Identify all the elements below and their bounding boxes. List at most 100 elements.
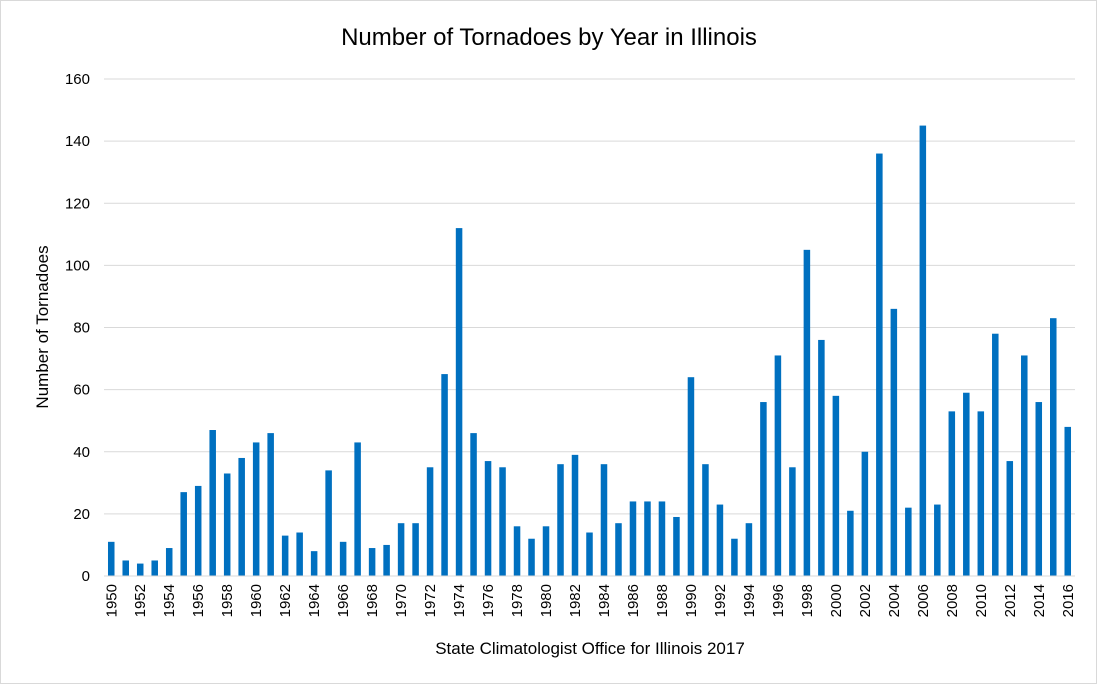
bar-1958 (223, 473, 231, 576)
bar-1994 (745, 523, 753, 576)
bar-2008 (948, 411, 956, 576)
bar-1954 (165, 548, 173, 576)
bar-1983 (586, 532, 593, 576)
bar-1959 (238, 457, 245, 576)
x-tick-label: 2010 (973, 584, 990, 617)
bar-2002 (861, 451, 869, 576)
bar-2007 (934, 504, 941, 576)
chart-title: Number of Tornadoes by Year in Illinois (341, 24, 757, 51)
x-tick-label: 1976 (480, 584, 497, 617)
bar-1980 (542, 526, 550, 576)
bar-1967 (354, 442, 361, 576)
x-tick-label: 2000 (828, 584, 845, 617)
bar-1964 (310, 551, 318, 576)
x-tick-label: 1950 (103, 584, 120, 617)
bar-1986 (629, 501, 637, 576)
y-tick-label: 100 (65, 257, 90, 274)
x-tick-label: 1970 (393, 584, 410, 617)
bar-1999 (818, 339, 825, 576)
x-tick-label: 1968 (364, 584, 381, 617)
bar-1968 (368, 548, 376, 576)
bar-2003 (876, 153, 883, 577)
y-axis-tick-labels: 0 20 40 60 80 100 120 140 160 (65, 71, 90, 585)
y-tick-label: 60 (73, 382, 90, 399)
bar-1963 (296, 532, 303, 576)
bar-2014 (1035, 402, 1043, 576)
bar-1970 (397, 523, 405, 576)
x-tick-label: 1986 (625, 584, 642, 617)
x-tick-label: 2014 (1031, 584, 1048, 617)
x-tick-label: 1984 (596, 584, 613, 617)
y-tick-label: 160 (65, 71, 90, 88)
bar-1998 (803, 249, 811, 576)
x-tick-label: 1992 (712, 584, 729, 617)
bar-1971 (412, 523, 419, 576)
x-tick-label: 1952 (132, 584, 149, 617)
bar-2001 (847, 510, 854, 576)
y-axis-title: Number of Tornadoes (33, 245, 52, 408)
x-tick-label: 1962 (277, 584, 294, 617)
bar-1988 (658, 501, 666, 576)
bar-2010 (977, 411, 985, 576)
bar-1965 (325, 470, 332, 576)
bar-1955 (180, 492, 187, 576)
bar-2000 (832, 395, 840, 576)
bar-1995 (760, 402, 767, 576)
bar-2016 (1064, 426, 1072, 576)
bar-1973 (441, 374, 448, 576)
y-tick-label: 80 (73, 320, 90, 337)
x-tick-label: 2006 (915, 584, 932, 617)
x-tick-label: 2004 (886, 584, 903, 617)
x-tick-label: 2016 (1060, 584, 1077, 617)
x-tick-label: 1978 (509, 584, 526, 617)
bar-1972 (426, 467, 434, 576)
bar-1978 (513, 526, 521, 576)
bars (107, 125, 1072, 577)
x-tick-label: 2008 (944, 584, 961, 617)
bar-1987 (644, 501, 651, 576)
y-tick-label: 140 (65, 133, 90, 150)
x-tick-label: 1958 (219, 584, 236, 617)
x-axis-title: State Climatologist Office for Illinois … (435, 639, 745, 658)
bar-1992 (716, 504, 724, 576)
bar-2006 (919, 125, 927, 576)
bar-2015 (1050, 318, 1057, 576)
bar-2013 (1021, 355, 1028, 576)
x-tick-label: 1966 (335, 584, 352, 617)
bar-1966 (339, 541, 347, 576)
y-tick-label: 0 (82, 568, 90, 585)
bar-1981 (557, 464, 564, 576)
bar-1961 (267, 433, 274, 576)
bar-1985 (615, 523, 622, 576)
x-tick-label: 1960 (248, 584, 265, 617)
x-tick-label: 1974 (451, 584, 468, 617)
bar-1950 (107, 541, 115, 576)
bar-1969 (383, 544, 390, 576)
x-tick-label: 1954 (161, 584, 178, 617)
bar-1979 (528, 538, 535, 576)
x-tick-label: 1998 (799, 584, 816, 617)
bar-1996 (774, 355, 782, 576)
x-tick-label: 1956 (190, 584, 207, 617)
y-tick-label: 120 (65, 195, 90, 212)
gridlines (104, 78, 1075, 515)
y-tick-label: 20 (73, 506, 90, 523)
x-tick-label: 1990 (683, 584, 700, 617)
x-tick-label: 1980 (538, 584, 555, 617)
bar-1952 (136, 563, 144, 576)
x-tick-label: 1982 (567, 584, 584, 617)
bar-2009 (963, 392, 970, 576)
bar-1960 (252, 442, 260, 576)
bar-2012 (1006, 461, 1014, 576)
x-tick-label: 1988 (654, 584, 671, 617)
bar-1989 (673, 516, 680, 576)
y-tick-label: 40 (73, 444, 90, 461)
bar-1984 (600, 464, 608, 576)
bar-1951 (122, 560, 129, 576)
bar-1982 (571, 454, 579, 576)
x-tick-label: 2012 (1002, 584, 1019, 617)
bar-1974 (455, 228, 463, 576)
x-tick-label: 2002 (857, 584, 874, 617)
